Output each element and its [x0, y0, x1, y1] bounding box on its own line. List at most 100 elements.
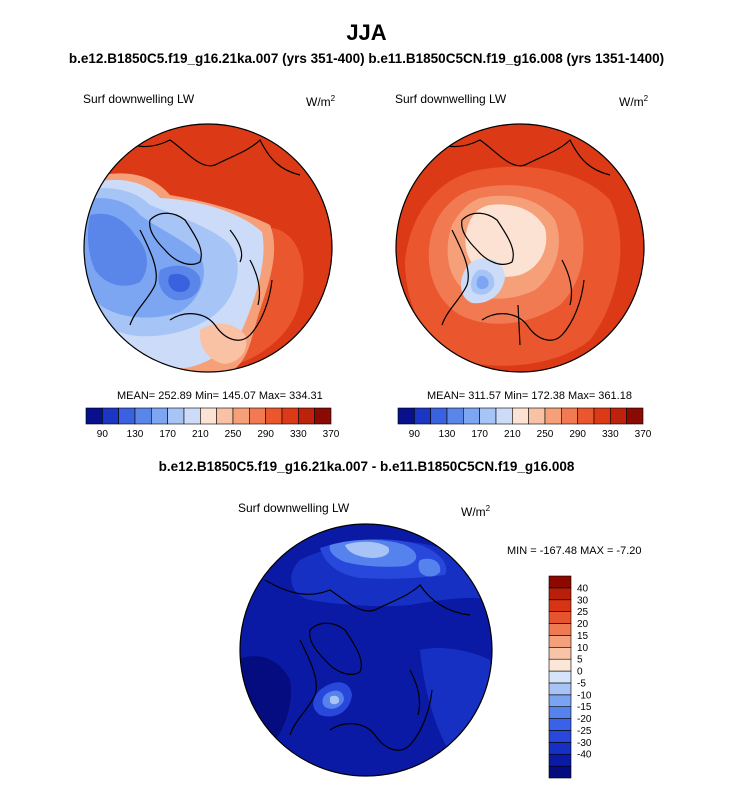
colorbar-tick-label: 15 [577, 631, 589, 642]
colorbar-box [495, 407, 513, 425]
colorbar-right: 90 130 170 210 250 290 330 370 [397, 407, 652, 440]
units-sup: 2 [643, 94, 649, 103]
field-region [330, 695, 340, 705]
map-right [395, 123, 645, 373]
colorbar-box [216, 407, 234, 425]
colorbar-box [548, 765, 572, 779]
colorbar-tick-label: 90 [97, 429, 109, 440]
colorbar-box [548, 670, 572, 684]
coastlines [109, 129, 301, 341]
colorbar-box [102, 407, 119, 425]
colorbar-box [183, 407, 201, 425]
field-region [168, 274, 190, 292]
colorbar-tick-label: -30 [577, 738, 592, 749]
colorbar-tick-label: 130 [127, 429, 144, 440]
colorbar-box [167, 407, 185, 425]
units-sup: 2 [485, 504, 491, 513]
colorbar-box [548, 646, 572, 660]
colorbar-tick-label: -15 [577, 702, 592, 713]
colorbar-box [446, 407, 464, 425]
colorbar-box [544, 407, 562, 425]
colorbar-tick-label: 370 [635, 429, 652, 440]
colorbar-box [232, 407, 250, 425]
colorbar-box [610, 407, 627, 425]
colorbar-tick-label: 30 [577, 595, 589, 606]
colorbar-box [200, 407, 217, 425]
colorbar-box [298, 407, 315, 425]
colorbar-box [548, 587, 572, 601]
map-boundary [83, 123, 333, 373]
colorbar-tick-label: 290 [257, 429, 274, 440]
colorbar-box [463, 407, 480, 425]
colorbar-box [249, 407, 266, 425]
colorbar-box [528, 407, 546, 425]
units-text: W/m [461, 505, 486, 519]
field-region [87, 213, 147, 286]
field-region [476, 275, 489, 289]
panel-left-stats: MEAN= 252.89 Min= 145.07 Max= 334.31 [117, 390, 323, 402]
colorbar-tick-label: 330 [602, 429, 619, 440]
colorbar-tick-label: 25 [577, 607, 589, 618]
colorbar-tick-label: 40 [577, 583, 589, 594]
colorbar-box [414, 407, 431, 425]
colorbar-box [118, 407, 136, 425]
colorbar-tick-label: 210 [192, 429, 209, 440]
colorbar-tick-label: 10 [577, 643, 589, 654]
colorbar-box [397, 407, 415, 425]
colorbar-box [548, 599, 572, 612]
colorbar-box [548, 658, 572, 672]
panel-right-label: Surf downwelling LW [395, 92, 507, 106]
figure-title: JJA [346, 20, 387, 45]
colorbar-tick-label: 250 [225, 429, 242, 440]
colorbar-box [548, 635, 572, 648]
field-region [345, 541, 390, 558]
colorbar-box [548, 706, 572, 719]
colorbar-box [85, 407, 103, 425]
colorbar-box [548, 742, 572, 755]
coastlines [419, 129, 611, 346]
panel-left-label: Surf downwelling LW [83, 92, 195, 106]
field-region [418, 558, 441, 577]
colorbar-box [430, 407, 448, 425]
units-sup: 2 [330, 94, 336, 103]
colorbar-box [561, 407, 578, 425]
map-bottom [239, 523, 493, 777]
colorbar-tick-label: 170 [471, 429, 488, 440]
colorbar-tick-label: 250 [537, 429, 554, 440]
panel-right-units: W/m2 [619, 94, 648, 109]
panel-bottom-label: Surf downwelling LW [238, 501, 350, 515]
difference-title: b.e12.B1850C5.f19_g16.21ka.007 - b.e11.B… [158, 459, 575, 474]
panel-bottom-units: W/m2 [461, 504, 490, 519]
panel-bottom-stats: MIN = -167.48 MAX = -7.20 [507, 545, 642, 557]
colorbar-box [151, 407, 168, 425]
colorbar-tick-label: 290 [569, 429, 586, 440]
colorbar-box [512, 407, 529, 425]
colorbar-box [626, 407, 644, 425]
colorbar-box [314, 407, 332, 425]
colorbar-tick-label: 170 [159, 429, 176, 440]
colorbar-box [265, 407, 283, 425]
colorbar-tick-label: -25 [577, 726, 592, 737]
colorbar-tick-label: 330 [290, 429, 307, 440]
field-region [199, 323, 247, 364]
colorbar-box [548, 623, 572, 636]
colorbar-tick-label: 90 [409, 429, 421, 440]
colorbar-tick-label: 0 [577, 667, 583, 678]
colorbar-tick-label: -20 [577, 714, 592, 725]
colorbar-tick-label: -40 [577, 750, 592, 761]
colorbar-box [548, 753, 572, 767]
map-boundary [395, 123, 645, 373]
colorbar-tick-label: -5 [577, 678, 586, 689]
colorbar-box [548, 682, 572, 696]
colorbar-box [548, 694, 572, 708]
colorbar-box [548, 575, 572, 589]
colorbar-tick-label: 130 [439, 429, 456, 440]
colorbar-box [281, 407, 299, 425]
colorbar-box [577, 407, 595, 425]
colorbar-tick-label: 20 [577, 619, 589, 630]
panel-right-stats: MEAN= 311.57 Min= 172.38 Max= 361.18 [427, 390, 632, 402]
colorbar-left: 90 130 170 210 250 290 330 370 [85, 407, 340, 440]
colorbar-tick-label: -10 [577, 690, 592, 701]
colorbar-tick-label: 210 [504, 429, 521, 440]
